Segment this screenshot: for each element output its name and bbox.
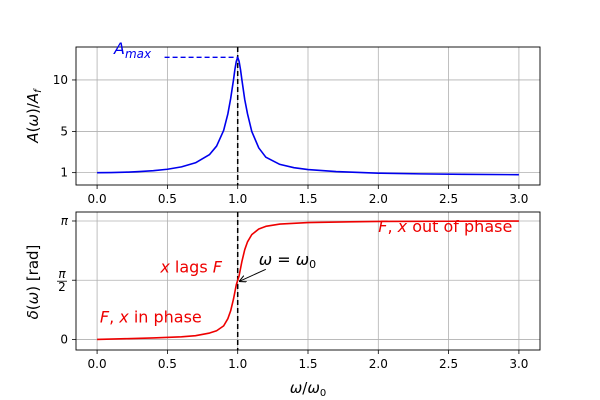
resonance-arrow bbox=[240, 268, 267, 281]
amplitude-xtick-label: 3.0 bbox=[509, 192, 528, 206]
phase-ytick-label: π2 bbox=[57, 267, 67, 294]
phase-ytick-label: 0 bbox=[60, 332, 68, 346]
amax-label: Amax bbox=[113, 39, 152, 61]
amplitude-lines bbox=[97, 47, 519, 185]
phase-frame bbox=[75, 211, 541, 351]
in-phase-annotation: F, x in phase bbox=[100, 307, 202, 326]
amplitude-grid bbox=[76, 47, 540, 185]
amplitude-frame bbox=[75, 46, 541, 186]
phase-xtick-label: 3.0 bbox=[509, 357, 528, 371]
amplitude-ytick-label: 1 bbox=[60, 166, 68, 180]
out-of-phase-annotation: F, x out of phase bbox=[378, 217, 512, 236]
amplitude-xtick-label: 0.5 bbox=[158, 192, 177, 206]
phase-xtick-label: 2.0 bbox=[369, 357, 388, 371]
amplitude-panel: 0.0 0.5 1.0 1.5 2.0 2.5 3.0 1 5 10 A(ω)/Af Amax bbox=[24, 39, 541, 206]
phase-ytick-label: π bbox=[61, 214, 69, 228]
phase-xtick-label: 0.5 bbox=[158, 357, 177, 371]
phase-xtick-label: 1.0 bbox=[228, 357, 247, 371]
amplitude-xtick-label: 1.5 bbox=[298, 192, 317, 206]
amplitude-ytick-label: 10 bbox=[53, 73, 68, 87]
phase-xtick-label: 1.5 bbox=[298, 357, 317, 371]
amplitude-ticks: 0.0 0.5 1.0 1.5 2.0 2.5 3.0 1 5 10 bbox=[53, 73, 529, 206]
amplitude-xtick-label: 0.0 bbox=[88, 192, 107, 206]
amplitude-series-line bbox=[97, 56, 519, 176]
amplitude-ytick-label: 5 bbox=[60, 124, 68, 138]
phase-xtick-label: 2.5 bbox=[439, 357, 458, 371]
amplitude-xtick-label: 2.5 bbox=[439, 192, 458, 206]
svg-text:π: π bbox=[58, 267, 66, 281]
phase-ylabel: δ(ω) [rad] bbox=[24, 245, 42, 320]
x-lags-annotation: x lags F bbox=[159, 257, 222, 276]
phase-xtick-label: 0.0 bbox=[88, 357, 107, 371]
phase-xlabel: ω/ω0 bbox=[290, 379, 327, 399]
amplitude-xtick-label: 2.0 bbox=[369, 192, 388, 206]
phase-grid bbox=[76, 212, 540, 350]
amplitude-xtick-label: 1.0 bbox=[228, 192, 247, 206]
amplitude-ylabel: A(ω)/Af bbox=[24, 88, 44, 144]
svg-text:2: 2 bbox=[58, 280, 66, 294]
resonance-annotation: ω = ω0 bbox=[259, 250, 316, 271]
